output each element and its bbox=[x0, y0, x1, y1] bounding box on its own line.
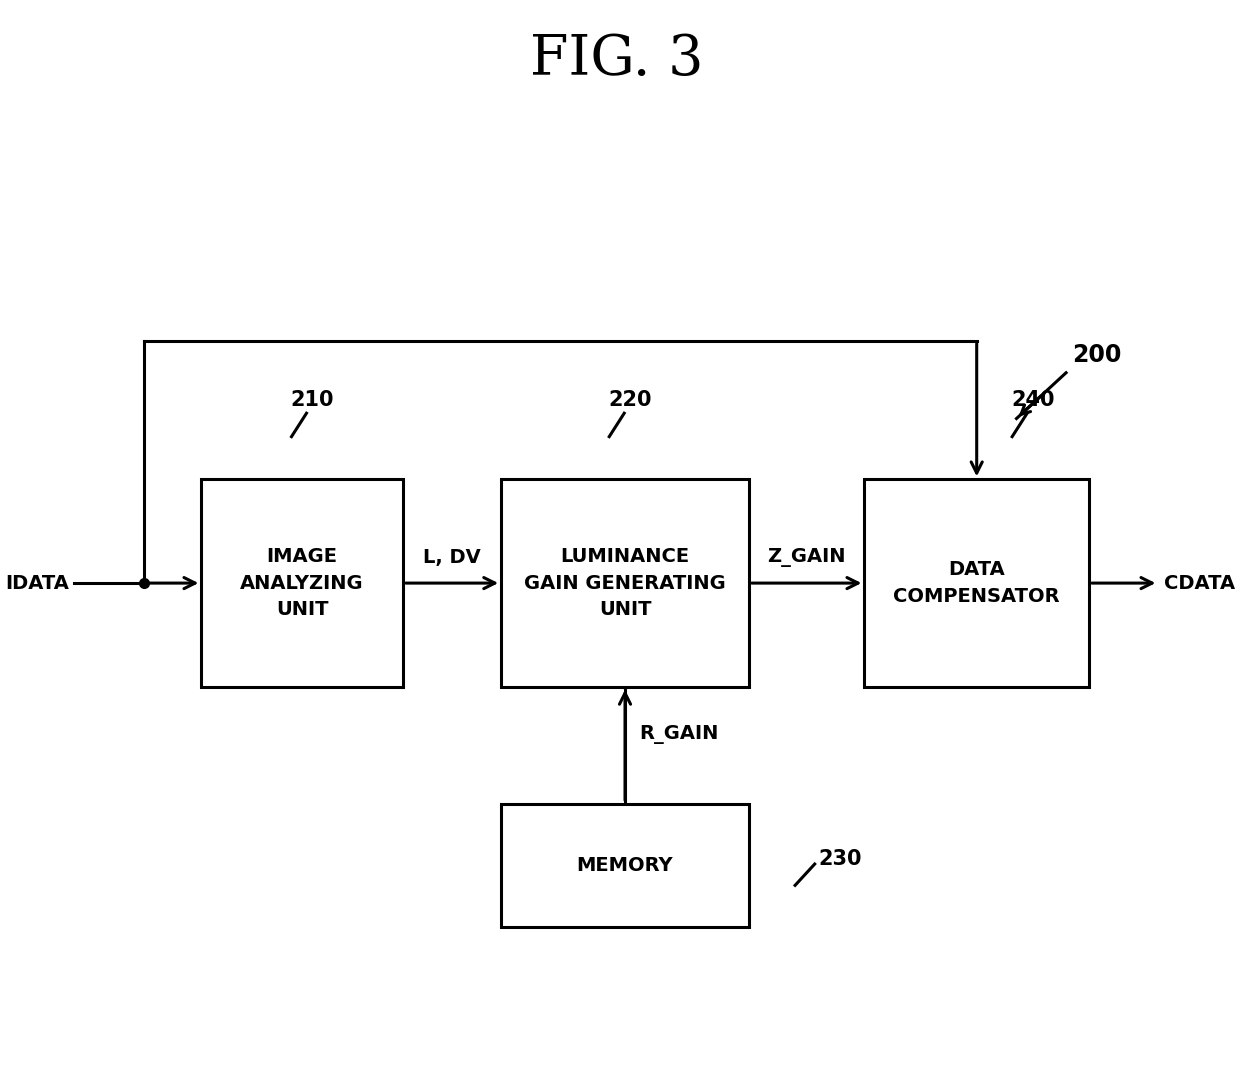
Text: CDATA: CDATA bbox=[1164, 574, 1235, 592]
Text: 200: 200 bbox=[1071, 343, 1121, 367]
Bar bbox=[501, 804, 749, 927]
Text: FIG. 3: FIG. 3 bbox=[529, 32, 703, 86]
Text: Z_GAIN: Z_GAIN bbox=[768, 548, 846, 567]
Text: MEMORY: MEMORY bbox=[577, 856, 673, 874]
Bar bbox=[864, 479, 1089, 687]
Text: IDATA: IDATA bbox=[5, 574, 68, 592]
Text: 210: 210 bbox=[290, 390, 334, 410]
Text: 240: 240 bbox=[1011, 390, 1055, 410]
Text: DATA
COMPENSATOR: DATA COMPENSATOR bbox=[893, 560, 1060, 606]
Text: L, DV: L, DV bbox=[423, 548, 481, 567]
Bar bbox=[501, 479, 749, 687]
Text: R_GAIN: R_GAIN bbox=[639, 725, 718, 744]
Text: 230: 230 bbox=[818, 849, 862, 869]
Text: IMAGE
ANALYZING
UNIT: IMAGE ANALYZING UNIT bbox=[241, 547, 365, 619]
Text: LUMINANCE
GAIN GENERATING
UNIT: LUMINANCE GAIN GENERATING UNIT bbox=[525, 547, 725, 619]
Text: 220: 220 bbox=[609, 390, 652, 410]
Bar bbox=[201, 479, 403, 687]
